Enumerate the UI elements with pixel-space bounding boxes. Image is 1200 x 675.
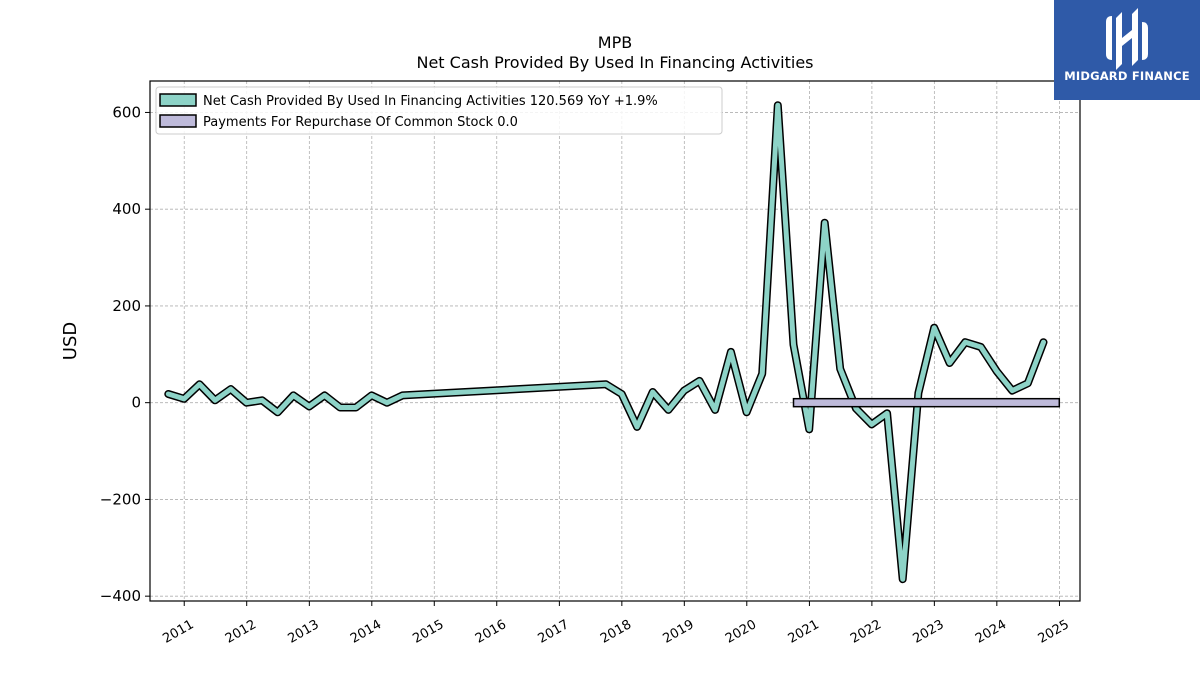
midgard-finance-logo: MIDGARD FINANCE <box>1054 0 1200 100</box>
x-tick-label: 2022 <box>848 617 884 647</box>
x-tick-label: 2020 <box>723 617 759 647</box>
x-tick-label: 2023 <box>911 617 947 647</box>
x-tick-label: 2019 <box>660 617 696 647</box>
series-layer <box>164 101 1061 584</box>
x-tick-label: 2018 <box>598 617 634 647</box>
x-tick-label: 2021 <box>786 617 822 647</box>
logo-mark-icon <box>1106 8 1148 70</box>
x-tick-label: 2012 <box>223 617 259 647</box>
financing-line-outline <box>164 101 1048 584</box>
y-axis-label: USD <box>60 322 81 360</box>
chart-title: MPB <box>598 33 632 52</box>
y-tick-label: 0 <box>131 394 141 412</box>
legend-label-repurchase: Payments For Repurchase Of Common Stock … <box>203 115 518 130</box>
plot-frame <box>149 80 1081 602</box>
legend-swatch-repurchase <box>159 114 197 128</box>
logo-text: MIDGARD FINANCE <box>1064 69 1190 83</box>
financing-line <box>165 102 1046 582</box>
y-tick-label: 400 <box>112 200 141 218</box>
chart-subtitle: Net Cash Provided By Used In Financing A… <box>416 53 813 72</box>
x-tick-label: 2024 <box>973 617 1009 647</box>
y-tick-label: 200 <box>112 297 141 315</box>
legend-box <box>155 86 723 135</box>
x-tick-label: 2013 <box>286 617 322 647</box>
legend-label-financing: Net Cash Provided By Used In Financing A… <box>203 94 658 109</box>
x-tick-label: 2017 <box>536 617 572 647</box>
y-tick-label: 600 <box>112 103 141 121</box>
x-tick-label: 2025 <box>1036 617 1072 647</box>
x-tick-label: 2014 <box>348 617 384 647</box>
x-tick-label: 2011 <box>160 617 196 647</box>
y-tick-label: −200 <box>100 490 141 508</box>
legend: Net Cash Provided By Used In Financing A… <box>155 86 723 135</box>
x-tick-label: 2016 <box>473 617 509 647</box>
x-tick-label: 2015 <box>410 617 446 647</box>
legend-swatch-financing <box>159 93 197 107</box>
repurchase-line <box>792 397 1061 408</box>
y-tick-label: −400 <box>100 587 141 605</box>
